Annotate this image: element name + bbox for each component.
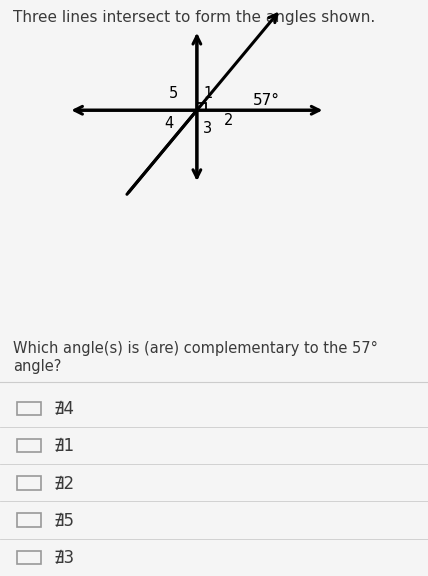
Text: 2: 2 [224, 113, 234, 128]
Text: Which angle(s) is (are) complementary to the 57° angle?: Which angle(s) is (are) complementary to… [13, 342, 378, 374]
Text: 1: 1 [203, 86, 212, 101]
Text: ∄1: ∄1 [54, 437, 74, 454]
Text: ∄2: ∄2 [54, 474, 74, 492]
Text: ∄4: ∄4 [54, 399, 74, 418]
Text: 5: 5 [169, 86, 178, 101]
Text: 4: 4 [164, 116, 174, 131]
Text: 3: 3 [203, 121, 212, 136]
Text: Three lines intersect to form the angles shown.: Three lines intersect to form the angles… [13, 10, 375, 25]
Text: 57°: 57° [253, 93, 279, 108]
Text: ∄3: ∄3 [54, 548, 74, 566]
Text: ∄5: ∄5 [54, 511, 74, 529]
